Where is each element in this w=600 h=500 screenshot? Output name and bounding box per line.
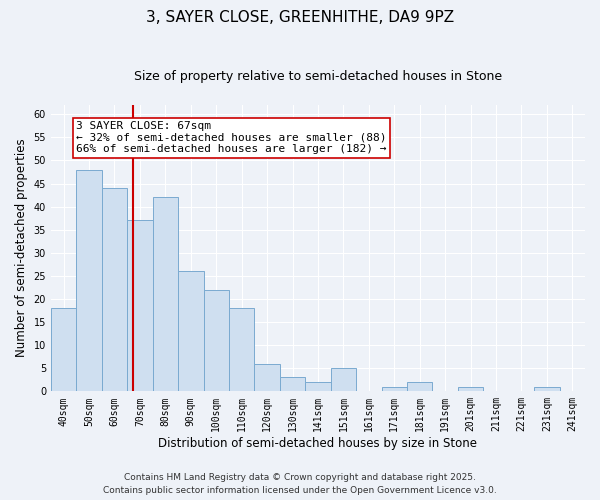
Bar — [152, 198, 178, 392]
Bar — [127, 220, 152, 392]
Bar — [203, 290, 229, 392]
Bar — [229, 308, 254, 392]
Bar — [534, 386, 560, 392]
Bar — [76, 170, 102, 392]
X-axis label: Distribution of semi-detached houses by size in Stone: Distribution of semi-detached houses by … — [158, 437, 478, 450]
Title: Size of property relative to semi-detached houses in Stone: Size of property relative to semi-detach… — [134, 70, 502, 83]
Bar — [280, 378, 305, 392]
Bar — [51, 308, 76, 392]
Text: 3, SAYER CLOSE, GREENHITHE, DA9 9PZ: 3, SAYER CLOSE, GREENHITHE, DA9 9PZ — [146, 10, 454, 25]
Bar — [254, 364, 280, 392]
Bar — [382, 386, 407, 392]
Bar — [458, 386, 483, 392]
Y-axis label: Number of semi-detached properties: Number of semi-detached properties — [15, 139, 28, 358]
Bar — [407, 382, 433, 392]
Text: Contains HM Land Registry data © Crown copyright and database right 2025.
Contai: Contains HM Land Registry data © Crown c… — [103, 474, 497, 495]
Bar — [331, 368, 356, 392]
Bar — [178, 272, 203, 392]
Bar — [305, 382, 331, 392]
Bar — [102, 188, 127, 392]
Text: 3 SAYER CLOSE: 67sqm
← 32% of semi-detached houses are smaller (88)
66% of semi-: 3 SAYER CLOSE: 67sqm ← 32% of semi-detac… — [76, 121, 387, 154]
